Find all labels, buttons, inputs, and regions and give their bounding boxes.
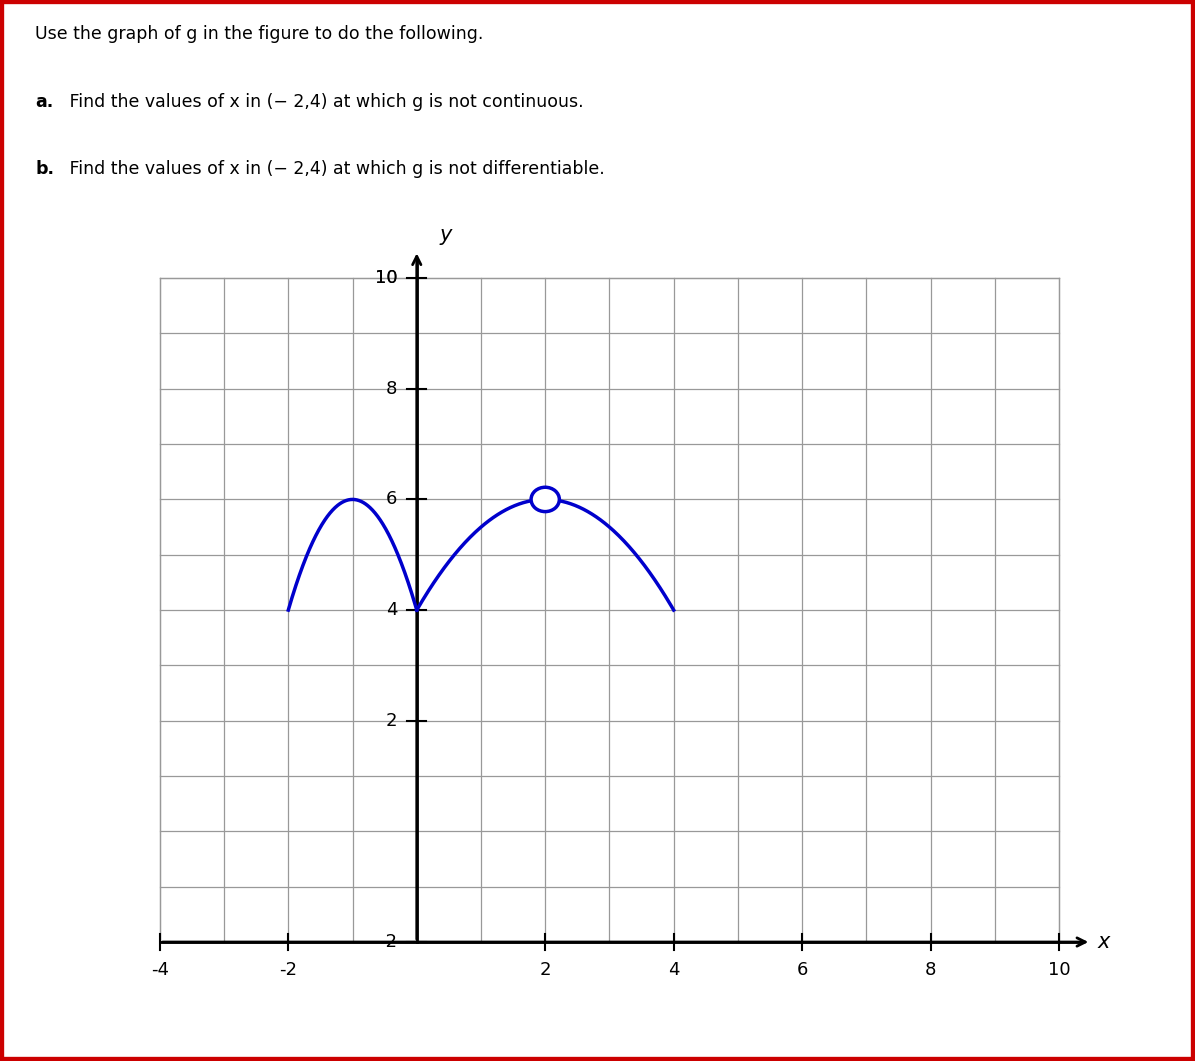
Text: 6: 6 (796, 961, 808, 979)
Text: y: y (440, 225, 452, 245)
Text: 2: 2 (386, 712, 398, 730)
Text: 10: 10 (375, 269, 398, 288)
Text: -2: -2 (280, 961, 298, 979)
Text: 4: 4 (386, 602, 398, 619)
Text: Find the values of x in (− 2,4) at which g is not differentiable.: Find the values of x in (− 2,4) at which… (65, 160, 605, 178)
Text: x: x (1097, 932, 1110, 952)
Text: 4: 4 (668, 961, 680, 979)
Text: 10: 10 (375, 269, 398, 288)
Text: 8: 8 (925, 961, 937, 979)
Text: 8: 8 (386, 380, 398, 398)
Text: Use the graph of g in the figure to do the following.: Use the graph of g in the figure to do t… (36, 24, 484, 42)
Text: -2: -2 (380, 933, 398, 951)
Text: 6: 6 (386, 490, 398, 508)
Text: Find the values of x in (− 2,4) at which g is not continuous.: Find the values of x in (− 2,4) at which… (65, 92, 583, 110)
Text: -4: -4 (151, 961, 168, 979)
Text: b.: b. (36, 160, 54, 178)
Text: a.: a. (36, 92, 54, 110)
Text: 10: 10 (1048, 961, 1071, 979)
Text: 2: 2 (539, 961, 551, 979)
Circle shape (531, 487, 559, 511)
